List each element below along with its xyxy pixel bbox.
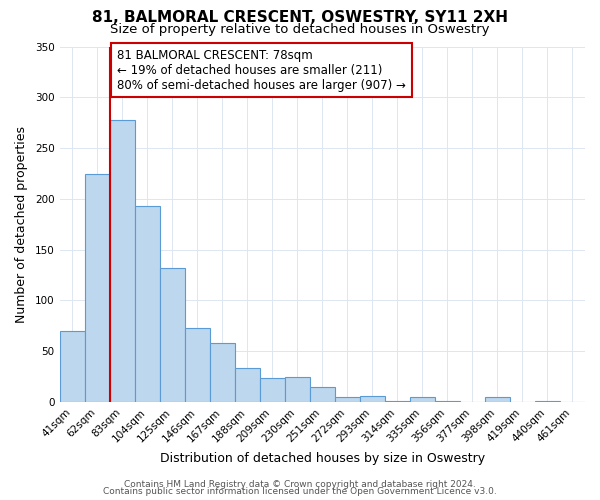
- Bar: [185, 328, 209, 402]
- Bar: [285, 376, 310, 402]
- Bar: [209, 343, 235, 402]
- Text: Size of property relative to detached houses in Oswestry: Size of property relative to detached ho…: [110, 22, 490, 36]
- Bar: [59, 331, 85, 402]
- Bar: [260, 378, 285, 402]
- Bar: [385, 401, 410, 402]
- Bar: [85, 174, 110, 402]
- Text: Contains public sector information licensed under the Open Government Licence v3: Contains public sector information licen…: [103, 487, 497, 496]
- Text: 81, BALMORAL CRESCENT, OSWESTRY, SY11 2XH: 81, BALMORAL CRESCENT, OSWESTRY, SY11 2X…: [92, 10, 508, 25]
- Bar: [134, 206, 160, 402]
- Text: 81 BALMORAL CRESCENT: 78sqm
← 19% of detached houses are smaller (211)
80% of se: 81 BALMORAL CRESCENT: 78sqm ← 19% of det…: [117, 48, 406, 92]
- Bar: [535, 401, 560, 402]
- Bar: [310, 386, 335, 402]
- Bar: [335, 397, 360, 402]
- Bar: [410, 397, 435, 402]
- Bar: [435, 401, 460, 402]
- X-axis label: Distribution of detached houses by size in Oswestry: Distribution of detached houses by size …: [160, 452, 485, 465]
- Text: Contains HM Land Registry data © Crown copyright and database right 2024.: Contains HM Land Registry data © Crown c…: [124, 480, 476, 489]
- Bar: [235, 368, 260, 402]
- Bar: [485, 397, 510, 402]
- Y-axis label: Number of detached properties: Number of detached properties: [15, 126, 28, 322]
- Bar: [360, 396, 385, 402]
- Bar: [110, 120, 134, 402]
- Bar: [160, 268, 185, 402]
